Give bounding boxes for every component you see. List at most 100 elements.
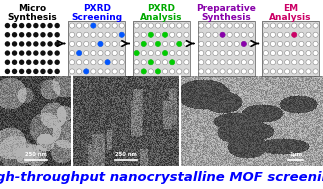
- Circle shape: [248, 60, 254, 65]
- Circle shape: [112, 23, 117, 28]
- Circle shape: [148, 60, 153, 65]
- Circle shape: [112, 41, 117, 46]
- Circle shape: [220, 50, 225, 56]
- Circle shape: [119, 60, 124, 65]
- Circle shape: [277, 50, 283, 56]
- Circle shape: [134, 50, 139, 56]
- Circle shape: [19, 32, 24, 37]
- Circle shape: [141, 41, 146, 46]
- Circle shape: [184, 50, 189, 56]
- Circle shape: [141, 69, 146, 74]
- Circle shape: [98, 41, 103, 46]
- Circle shape: [55, 23, 60, 28]
- Circle shape: [69, 41, 75, 46]
- Circle shape: [12, 69, 17, 74]
- Circle shape: [184, 23, 189, 28]
- Circle shape: [213, 69, 218, 74]
- Circle shape: [19, 60, 24, 65]
- Circle shape: [313, 41, 318, 46]
- Circle shape: [105, 23, 110, 28]
- Circle shape: [119, 32, 124, 37]
- Circle shape: [199, 50, 204, 56]
- Circle shape: [270, 41, 276, 46]
- Circle shape: [220, 69, 225, 74]
- Circle shape: [234, 41, 239, 46]
- Circle shape: [12, 32, 17, 37]
- Circle shape: [84, 50, 89, 56]
- Text: Screening: Screening: [71, 13, 122, 22]
- Circle shape: [155, 32, 161, 37]
- Circle shape: [105, 60, 110, 65]
- Circle shape: [77, 50, 82, 56]
- Circle shape: [19, 41, 24, 47]
- Circle shape: [19, 69, 24, 74]
- Circle shape: [170, 60, 175, 65]
- Circle shape: [12, 50, 17, 56]
- Circle shape: [213, 41, 218, 46]
- Circle shape: [299, 23, 304, 28]
- Circle shape: [170, 50, 175, 56]
- Circle shape: [55, 41, 60, 47]
- Circle shape: [206, 60, 211, 65]
- Circle shape: [47, 60, 53, 65]
- Circle shape: [141, 23, 146, 28]
- Circle shape: [220, 32, 225, 37]
- Circle shape: [220, 23, 225, 28]
- Circle shape: [69, 60, 75, 65]
- Circle shape: [299, 60, 304, 65]
- Circle shape: [134, 32, 139, 37]
- Circle shape: [98, 23, 103, 28]
- Circle shape: [155, 41, 161, 46]
- Text: 250 nm: 250 nm: [25, 152, 47, 157]
- Circle shape: [105, 41, 110, 46]
- Circle shape: [141, 50, 146, 56]
- Circle shape: [91, 69, 96, 74]
- Circle shape: [306, 60, 311, 65]
- Circle shape: [241, 50, 246, 56]
- Circle shape: [299, 50, 304, 56]
- Circle shape: [40, 69, 46, 74]
- Circle shape: [313, 60, 318, 65]
- Circle shape: [40, 50, 46, 56]
- Text: EM: EM: [283, 4, 298, 13]
- Circle shape: [277, 41, 283, 46]
- Circle shape: [170, 41, 175, 46]
- Circle shape: [292, 50, 297, 56]
- Circle shape: [177, 41, 182, 46]
- Circle shape: [5, 60, 10, 65]
- Circle shape: [227, 69, 232, 74]
- Text: Synthesis: Synthesis: [7, 13, 57, 22]
- Circle shape: [313, 32, 318, 37]
- Circle shape: [12, 23, 17, 28]
- Circle shape: [162, 41, 168, 46]
- Circle shape: [91, 23, 96, 28]
- Bar: [68, 21, 125, 76]
- Text: 250 nm: 250 nm: [115, 152, 137, 157]
- Circle shape: [77, 32, 82, 37]
- Circle shape: [69, 50, 75, 56]
- Circle shape: [184, 32, 189, 37]
- Circle shape: [162, 69, 168, 74]
- Circle shape: [270, 23, 276, 28]
- Circle shape: [84, 41, 89, 46]
- Circle shape: [170, 23, 175, 28]
- Circle shape: [270, 32, 276, 37]
- Circle shape: [220, 32, 225, 37]
- Circle shape: [292, 41, 297, 46]
- Circle shape: [26, 50, 31, 56]
- Circle shape: [227, 50, 232, 56]
- Circle shape: [19, 23, 24, 28]
- Circle shape: [98, 41, 103, 46]
- Circle shape: [213, 60, 218, 65]
- Circle shape: [292, 69, 297, 74]
- Text: Preparative: Preparative: [196, 4, 256, 13]
- Circle shape: [277, 60, 283, 65]
- Circle shape: [306, 50, 311, 56]
- Circle shape: [306, 69, 311, 74]
- Circle shape: [40, 23, 46, 28]
- Circle shape: [112, 50, 117, 56]
- Circle shape: [105, 50, 110, 56]
- Circle shape: [306, 41, 311, 46]
- Circle shape: [263, 32, 268, 37]
- Circle shape: [220, 41, 225, 46]
